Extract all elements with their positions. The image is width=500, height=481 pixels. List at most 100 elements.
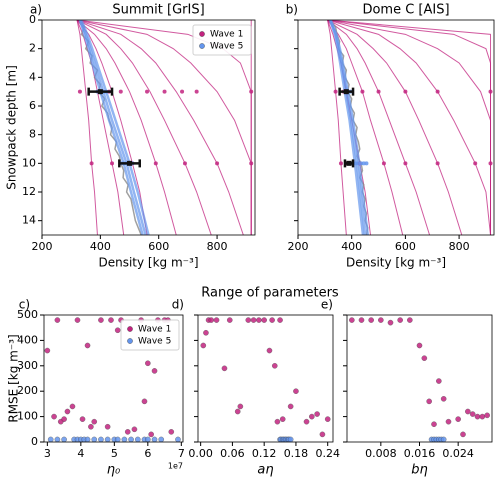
point [445, 418, 452, 425]
x-tick-label: 5 [111, 447, 118, 460]
point [91, 436, 98, 442]
point [473, 161, 478, 166]
point [145, 360, 151, 367]
point [121, 436, 128, 442]
point [168, 429, 175, 435]
point [435, 89, 440, 94]
panel-label: a) [30, 3, 42, 17]
point [488, 89, 493, 94]
y-tick-label: 100 [17, 410, 38, 423]
point [364, 161, 369, 166]
chart-title: Summit [GrIS] [112, 3, 204, 18]
point [333, 89, 338, 94]
point [314, 411, 320, 417]
point [403, 89, 408, 94]
point [226, 317, 233, 323]
x-tick-label: 0.00 [188, 447, 213, 460]
point [91, 418, 98, 425]
point [128, 436, 134, 442]
y-tick-label: 2 [29, 42, 36, 55]
x-tick-label: 800 [207, 240, 228, 253]
point [84, 436, 91, 442]
point [469, 411, 476, 417]
figure-title: Range of parameters [201, 286, 339, 301]
point [245, 317, 252, 323]
point [287, 403, 294, 410]
x-tick-label: 6 [144, 447, 151, 460]
measured-line [329, 20, 369, 235]
legend-label: Wave 1 [138, 325, 171, 335]
point [338, 161, 343, 166]
x-tick-label: 0.008 [365, 447, 397, 460]
wave5-line [329, 20, 365, 235]
y-tick-label: 10 [22, 156, 36, 169]
point [440, 436, 447, 442]
point [309, 413, 315, 420]
point [435, 161, 440, 166]
point [407, 317, 413, 323]
x-tick-label: 3 [44, 447, 51, 460]
point [44, 347, 51, 354]
legend-label: Wave 5 [210, 42, 243, 52]
point [455, 416, 461, 422]
axes-frame [197, 314, 334, 443]
point [61, 416, 67, 422]
chart-title: Dome C [AIS] [362, 3, 449, 18]
observation [346, 160, 352, 166]
plot-area [349, 317, 490, 442]
point [368, 317, 374, 323]
point [114, 327, 121, 334]
plot-area [200, 317, 331, 442]
observation [343, 89, 349, 95]
point [256, 317, 262, 323]
y-tick-label: 200 [17, 384, 38, 397]
x-tick-label: 200 [32, 240, 53, 253]
y-tick-label: 400 [17, 333, 38, 346]
point [114, 436, 121, 442]
profile-line [76, 20, 98, 235]
point [303, 418, 310, 425]
point [378, 317, 384, 323]
point [141, 398, 148, 405]
x-axis-label: Density [kg m⁻³] [346, 256, 446, 270]
profile-line [76, 20, 244, 235]
y-tick-label: 4 [29, 70, 36, 83]
x-tick-label: 0.12 [252, 447, 277, 460]
point [153, 161, 158, 166]
point [104, 423, 111, 430]
point [158, 436, 165, 442]
point [118, 89, 123, 94]
point [151, 436, 158, 442]
panel-label: b) [286, 3, 298, 17]
point [358, 317, 365, 323]
point [215, 161, 220, 166]
point [479, 413, 486, 420]
point [104, 436, 111, 442]
y-tick-label: 12 [22, 185, 36, 198]
point [98, 436, 104, 442]
point [74, 317, 81, 323]
point [221, 365, 228, 372]
x-axis-label: bη [411, 463, 428, 478]
point [484, 412, 490, 419]
point [54, 317, 61, 323]
point [47, 436, 54, 442]
point [89, 161, 94, 166]
legend-label: Wave 1 [210, 30, 243, 40]
profile-line [327, 20, 431, 235]
y-tick-label: 0 [31, 435, 38, 448]
point [426, 398, 432, 405]
observation [127, 160, 133, 166]
x-tick-label: 600 [148, 240, 169, 253]
x-tick-label: 0.24 [315, 447, 340, 460]
point [261, 317, 267, 323]
x-axis-label: η₀ [107, 463, 121, 478]
point [360, 89, 365, 94]
x-tick-label: 0.024 [442, 447, 474, 460]
point [145, 436, 151, 442]
point [249, 161, 254, 166]
x-axis-label: Density [kg m⁻³] [98, 256, 198, 270]
point [234, 408, 241, 415]
legend-marker [199, 43, 205, 49]
point [203, 329, 209, 336]
